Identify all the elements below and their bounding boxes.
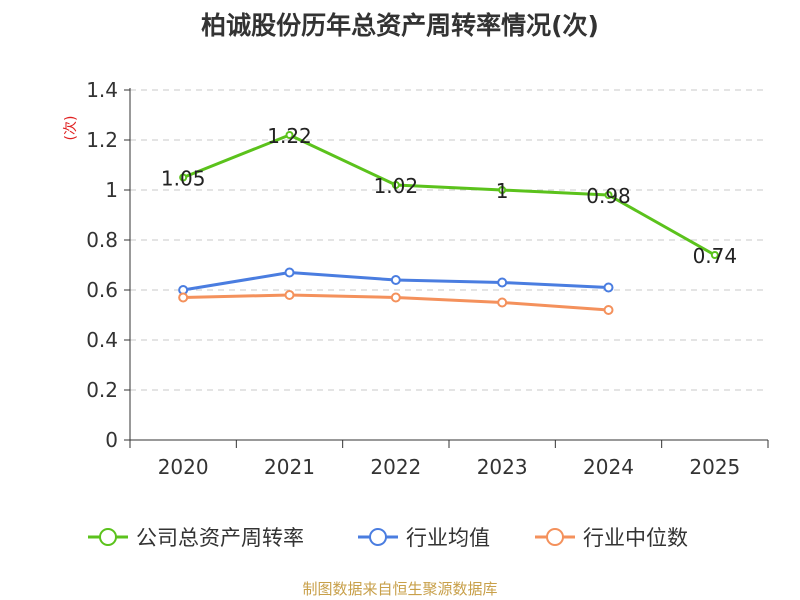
y-tick-label: 0.2: [86, 378, 118, 402]
series-line: [182, 133, 716, 257]
data-point: [604, 191, 613, 199]
legend: 公司总资产周转率 行业均值 行业中位数: [88, 526, 688, 550]
data-point: [603, 282, 614, 293]
data-point: [497, 297, 508, 308]
data-point: [285, 131, 294, 139]
data-label: 1.02: [374, 174, 419, 198]
data-point: [498, 186, 507, 194]
data-label: 1: [496, 179, 509, 203]
data-label: 1.05: [161, 167, 206, 191]
legend-label: 公司总资产周转率: [136, 526, 304, 550]
x-tick-label: 2025: [689, 455, 740, 479]
y-tick-label: 0.4: [86, 328, 118, 352]
legend-marker: [99, 528, 117, 546]
x-tick-label: 2021: [264, 455, 315, 479]
y-tick-label: 0: [105, 428, 118, 452]
data-point: [391, 181, 400, 189]
chart-title: 柏诚股份历年总资产周转率情况(次): [201, 11, 599, 40]
y-tick-label: 1: [105, 178, 118, 202]
series-group: [178, 131, 719, 315]
data-point: [178, 292, 189, 303]
data-label: 0.74: [693, 244, 738, 268]
y-tick-label: 1.4: [86, 78, 118, 102]
data-point: [390, 275, 401, 285]
x-tick-label: 2024: [583, 455, 634, 479]
y-tick-label: 0.6: [86, 278, 118, 302]
data-labels: 1.05 1.22 1.02 1 0.98 0.74: [161, 124, 737, 268]
x-tick-label: 2022: [370, 455, 421, 479]
x-tick-label: 2020: [158, 455, 209, 479]
x-tick-label: 2023: [477, 455, 528, 479]
data-point: [284, 267, 295, 278]
data-label: 0.98: [586, 184, 631, 208]
data-point: [603, 305, 614, 315]
data-point: [390, 292, 401, 303]
data-point: [284, 290, 295, 300]
y-tick-label: 1.2: [86, 128, 118, 152]
source-note: 制图数据来自恒生聚源数据库: [302, 580, 498, 598]
legend-marker: [546, 528, 564, 546]
y-tick-label: 0.8: [86, 228, 118, 252]
legend-label: 行业中位数: [583, 526, 688, 550]
legend-marker: [369, 528, 387, 546]
axes: 0 0.2 0.4 0.6 0.8 1 1.2 1.4 (次) 2020 2021 2022 2023 2…: [63, 78, 769, 479]
data-point: [497, 277, 508, 288]
data-point: [179, 173, 188, 182]
grid-lines: [130, 89, 768, 391]
legend-label: 行业均值: [406, 526, 490, 550]
y-axis-label: (次): [63, 116, 79, 141]
data-label: 1.22: [267, 124, 312, 148]
data-point: [710, 251, 719, 259]
